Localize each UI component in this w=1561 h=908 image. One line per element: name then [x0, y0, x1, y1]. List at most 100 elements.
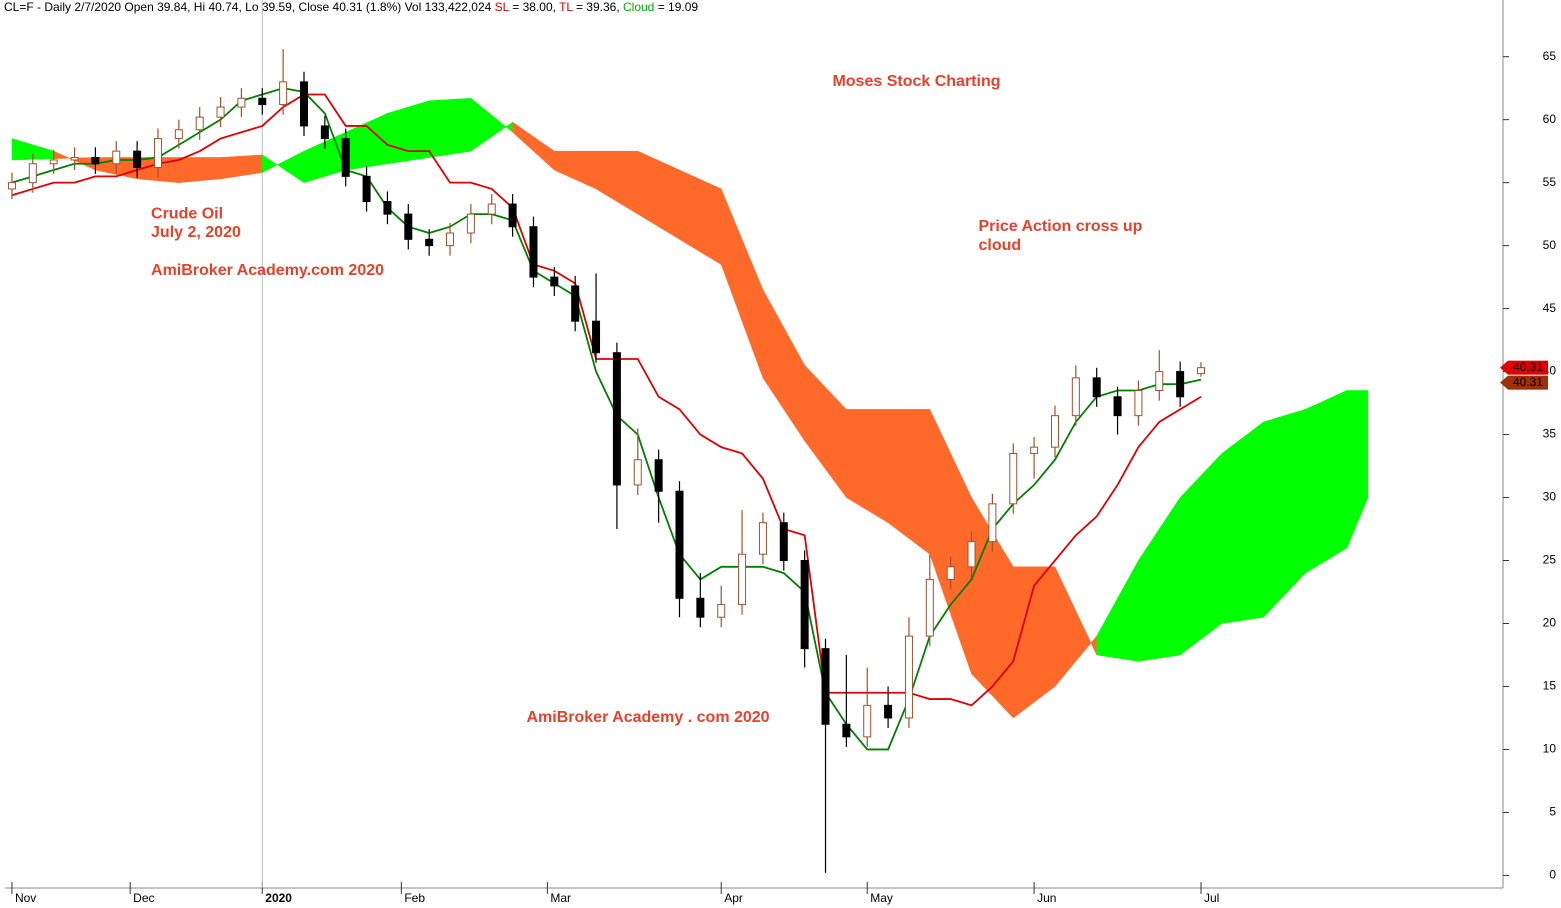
- cloud-segment: [1221, 421, 1264, 624]
- price-label-arrow: [1500, 375, 1508, 390]
- cloud-segment: [554, 150, 597, 190]
- x-tick-label: Jul: [1204, 891, 1219, 905]
- candle-body: [1009, 452, 1018, 505]
- candle-body: [446, 232, 455, 247]
- y-tick-label: 50: [1543, 238, 1557, 252]
- candle-body: [487, 203, 496, 215]
- candle-body: [842, 723, 851, 738]
- candle-body: [216, 106, 225, 118]
- cloud-segment: [1305, 390, 1348, 574]
- candle-body: [279, 81, 288, 106]
- candle-body: [612, 352, 621, 486]
- cloud-segment: [929, 409, 972, 674]
- candle-body: [696, 597, 705, 618]
- y-tick-label: 30: [1543, 490, 1557, 504]
- cloud-segment: [1054, 566, 1097, 688]
- annotation: July 2, 2020: [151, 224, 241, 241]
- cloud-segment: [470, 97, 513, 152]
- y-tick-label: 60: [1543, 112, 1557, 126]
- candle-body: [300, 81, 308, 127]
- x-tick-label: May: [870, 891, 893, 905]
- annotation: Moses Stock Charting: [832, 73, 1000, 90]
- candle-body: [821, 648, 830, 725]
- candle-body: [1134, 389, 1143, 417]
- candle-body: [904, 635, 913, 719]
- y-tick-label: 20: [1543, 616, 1557, 630]
- cloud-segment: [387, 100, 430, 165]
- annotation: Crude Oil: [151, 205, 223, 222]
- candle-body: [341, 138, 350, 177]
- x-tick-label: Apr: [724, 891, 743, 905]
- candle-body: [49, 159, 58, 165]
- price-label-arrow: [1500, 360, 1508, 375]
- candle-body: [195, 116, 204, 131]
- y-tick-label: 55: [1543, 175, 1557, 189]
- indicator-line: [11, 87, 1202, 751]
- candle-body: [988, 503, 997, 543]
- y-tick-label: 35: [1543, 427, 1557, 441]
- candle-body: [362, 175, 371, 203]
- x-tick-label: Jun: [1037, 891, 1056, 905]
- candle-body: [70, 156, 79, 161]
- cloud-segment: [679, 169, 722, 265]
- price-label-box: [1508, 360, 1548, 375]
- header-part: SL: [495, 0, 510, 14]
- cloud-segment: [887, 409, 931, 555]
- cloud-segment: [1138, 496, 1181, 662]
- header-part: = 38.00,: [509, 0, 559, 14]
- x-tick-label: Dec: [133, 891, 154, 905]
- x-tick-label: Nov: [15, 891, 36, 905]
- candle-body: [946, 566, 955, 580]
- candle-body: [7, 182, 16, 190]
- candle-body: [133, 150, 142, 169]
- y-tick-label: 25: [1543, 553, 1557, 567]
- cloud-segment: [1013, 566, 1056, 719]
- header-part: CL=F - Daily 2/7/2020 Open 39.84, Hi 40.…: [4, 0, 495, 14]
- candle-body: [800, 560, 809, 650]
- candle-body: [592, 320, 601, 354]
- candle-body: [863, 704, 872, 738]
- annotation: AmiBroker Academy.com 2020: [151, 262, 384, 279]
- candle-body: [320, 125, 329, 140]
- candle-body: [91, 156, 100, 165]
- cloud-segment: [762, 289, 805, 442]
- annotation: Price Action cross up: [978, 218, 1142, 235]
- candle-body: [779, 522, 788, 562]
- candle-body: [675, 490, 684, 599]
- price-label: 40.31: [1513, 375, 1543, 389]
- header-part: = 39.36,: [573, 0, 623, 14]
- candle-body: [466, 213, 475, 234]
- price-label-box: [1508, 375, 1548, 390]
- candle-body: [1197, 367, 1205, 375]
- candle-body: [925, 578, 934, 637]
- cloud-segment: [1346, 390, 1369, 549]
- cloud-segment: [720, 188, 764, 378]
- cloud-segment: [595, 150, 639, 215]
- y-tick-label: 15: [1543, 679, 1557, 693]
- candle-body: [717, 604, 726, 618]
- candle-body: [383, 201, 392, 215]
- cloud-segment: [262, 150, 305, 184]
- header-part: = 19.09: [654, 0, 698, 14]
- indicator-line: [11, 93, 1202, 707]
- annotation: cloud: [978, 237, 1021, 254]
- candle-body: [1113, 396, 1122, 417]
- cloud-segment: [1263, 409, 1306, 618]
- candle-body: [112, 150, 121, 165]
- candle-body: [967, 541, 976, 568]
- candle-body: [884, 704, 893, 719]
- candle-body: [508, 203, 517, 228]
- price-label: 40.31: [1513, 360, 1543, 374]
- candle-body: [425, 238, 434, 247]
- candle-body: [174, 129, 183, 140]
- candle-body: [1030, 446, 1039, 454]
- candle-body: [1155, 371, 1164, 391]
- y-tick-label: 65: [1543, 49, 1557, 63]
- candle-body: [1092, 377, 1101, 398]
- candle-body: [258, 97, 267, 106]
- candle-body: [1071, 377, 1080, 417]
- candle-body: [550, 276, 559, 287]
- y-tick-label: 45: [1543, 301, 1557, 315]
- x-tick-label: Feb: [404, 891, 425, 905]
